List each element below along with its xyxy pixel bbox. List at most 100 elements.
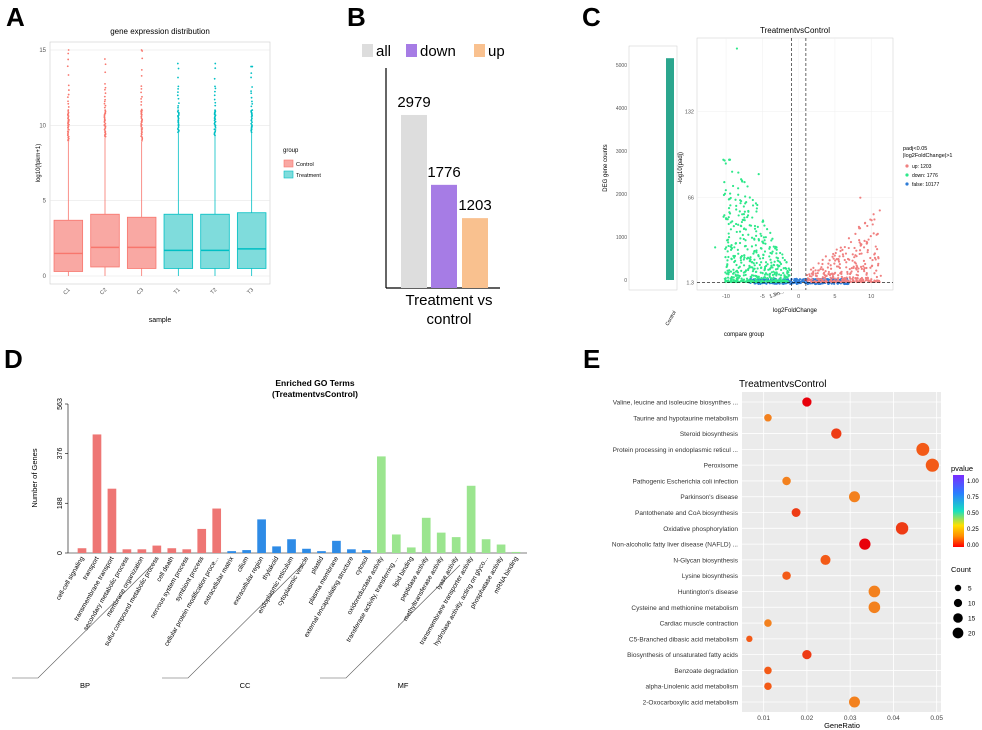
panel-d-bar <box>332 540 341 553</box>
panel-c-point-down <box>778 261 782 264</box>
panel-c-point-up <box>869 235 872 238</box>
panel-c-point-up <box>835 265 839 268</box>
panel-c-point-up <box>854 232 857 235</box>
panel-a-xtick-label: T1 <box>173 287 182 296</box>
panel-a-outlier-point <box>250 90 252 93</box>
panel-c-point-down <box>750 236 754 239</box>
panel-c-point-down <box>740 220 743 224</box>
panel-c-point-down <box>762 236 766 239</box>
panel-c-point-up <box>837 274 840 277</box>
panel-c-point-up <box>808 275 811 278</box>
panel-a-outlier-point <box>67 109 70 111</box>
panel-c-point-down <box>745 257 749 260</box>
panel-a-outlier-point <box>250 92 253 95</box>
panel-c-point-down <box>770 261 773 264</box>
panel-c-point-up <box>836 277 839 280</box>
panel-c-point-up <box>851 278 854 282</box>
panel-c-point-down <box>738 241 742 245</box>
panel-a-outlier-point <box>104 104 107 107</box>
panel-c-point-down <box>740 225 743 228</box>
panel-c-point-down <box>738 230 742 233</box>
panel-c-point-down <box>735 274 738 277</box>
panel-c-point-down <box>742 271 746 274</box>
panel-a-outlier-point <box>140 97 143 100</box>
panel-d-bar <box>481 539 491 553</box>
panel-c-point-down <box>763 224 766 227</box>
panel-c-point-up <box>812 266 815 269</box>
panel-c-point-up <box>824 277 827 280</box>
panel-e-dotplot: TreatmentvsControl Valine, leucine and i… <box>612 379 979 730</box>
panel-c-point-down <box>730 275 733 279</box>
panel-c-point-down <box>784 266 787 270</box>
panel-a-outlier-point <box>140 115 143 117</box>
panel-c-point-down <box>788 268 791 272</box>
panel-c-point-up <box>845 280 848 283</box>
panel-c-point-down <box>732 276 735 279</box>
panel-c-point-down <box>725 246 728 249</box>
panel-c-point-down <box>757 237 760 241</box>
panel-c-point-up <box>862 259 866 262</box>
panel-e-point <box>764 682 772 690</box>
panel-c-point-up <box>861 278 865 281</box>
panel-c-point-up <box>814 272 817 275</box>
panel-c-point-up <box>831 276 834 279</box>
panel-b-legend-swatch-up <box>474 44 485 57</box>
panel-c-point-up <box>819 267 822 271</box>
panel-c-point-down <box>729 248 733 252</box>
panel-e-count-legend-label: 15 <box>968 616 976 623</box>
panel-d-bar <box>376 456 386 553</box>
panel-c-point-down <box>730 278 733 281</box>
panel-c-point-down <box>777 273 781 276</box>
panel-a-outlier-point <box>213 98 216 101</box>
panel-a-ylabel: log10(fpkm+1) <box>36 144 42 183</box>
panel-c-point-up <box>848 276 851 279</box>
panel-c-point-down <box>753 258 756 261</box>
panel-a-boxplot: gene expression distribution 0 5 10 15 C1 C2… <box>36 27 321 324</box>
panel-c-point-down <box>727 236 731 239</box>
panel-a-outlier-point <box>67 128 70 131</box>
panel-e-pvalue-tick-label: 0.00 <box>967 543 979 549</box>
panel-a-outlier-point <box>67 106 70 108</box>
panel-a-outlier-point <box>140 91 143 94</box>
panel-c-point-up <box>810 275 813 278</box>
panel-c-legend-dot <box>905 164 909 168</box>
panel-c-point-down <box>746 214 750 217</box>
panel-c-point-up <box>865 278 868 281</box>
panel-a-outlier-point <box>250 122 253 125</box>
panel-c-point-down <box>779 251 782 255</box>
panel-c-point-up <box>859 242 862 246</box>
panel-c-point-false <box>795 282 799 285</box>
panel-c-legend-title-1: padj<0.05 <box>903 146 927 152</box>
panel-a-outlier-point <box>251 109 254 111</box>
panel-c-point-down <box>731 184 735 188</box>
panel-c-point-up <box>865 272 868 275</box>
panel-d-bar <box>167 548 177 553</box>
panel-c-point-up <box>811 278 814 281</box>
panel-a-outlier-point <box>251 124 253 126</box>
panel-c-point-down <box>783 275 786 278</box>
panel-c-point-down <box>753 249 756 253</box>
panel-c-point-up <box>839 246 842 249</box>
panel-c-point-up <box>858 252 861 256</box>
panel-a-outlier-point <box>140 49 143 51</box>
panel-c-point-up <box>830 272 833 275</box>
panel-a-outliers <box>176 62 180 134</box>
panel-c-point-down <box>775 248 778 251</box>
panel-a-outliers <box>103 58 107 138</box>
panel-c-point-down <box>735 263 738 267</box>
panel-c-point-false <box>798 278 802 281</box>
panel-c-point-up <box>835 248 838 251</box>
panel-c-point-false <box>790 280 793 284</box>
panel-c-point-down <box>747 209 750 213</box>
panel-c-point-down <box>772 264 776 267</box>
panel-c-point-down <box>726 259 729 262</box>
panel-c-point-down <box>779 274 783 277</box>
panel-c-point-up <box>860 276 864 280</box>
panel-c-point-down <box>732 271 736 274</box>
panel-c-point-down <box>739 202 742 205</box>
panel-c-point-up <box>842 255 845 258</box>
panel-a-outlier-point <box>67 84 70 87</box>
panel-c-point-down <box>736 271 740 274</box>
panel-c-point-down <box>729 196 732 200</box>
panel-c-point-false <box>814 282 817 286</box>
